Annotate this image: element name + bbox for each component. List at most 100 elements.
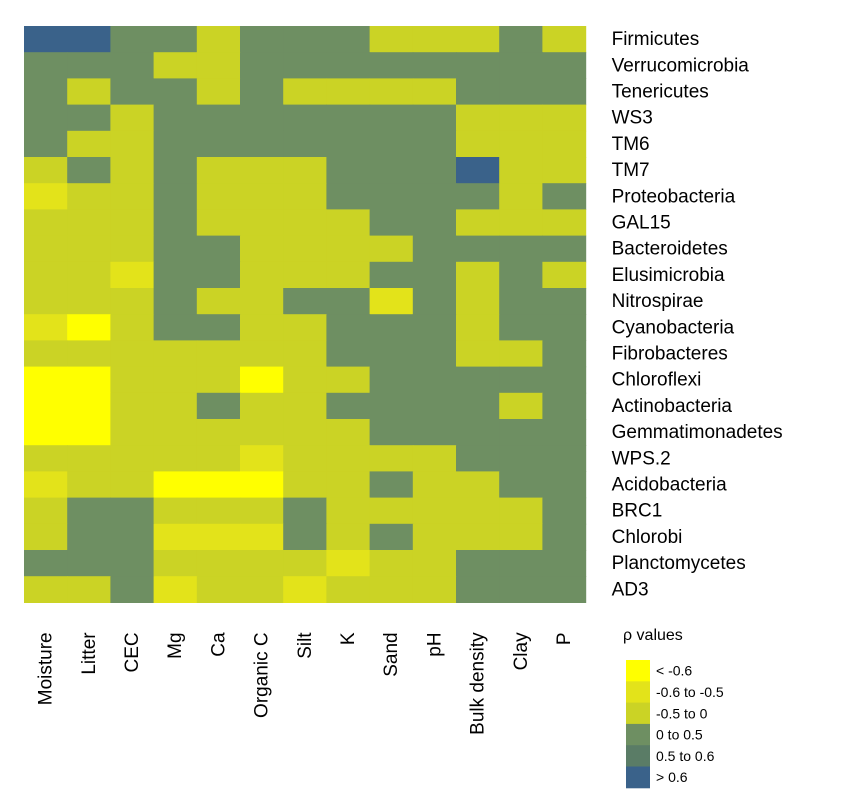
legend-label: 0 to 0.5 xyxy=(656,727,703,743)
heatmap-cell xyxy=(499,52,543,79)
heatmap-cell xyxy=(456,157,500,184)
heatmap-cell xyxy=(499,130,543,158)
column-label: Moisture xyxy=(36,632,57,705)
heatmap-cell xyxy=(542,52,587,79)
legend-swatch xyxy=(626,745,650,767)
heatmap-cell xyxy=(369,183,414,210)
heatmap-cell xyxy=(542,209,587,237)
heatmap-cell xyxy=(456,288,500,315)
heatmap-cell xyxy=(24,157,68,184)
heatmap-cell xyxy=(456,26,500,53)
heatmap-cell xyxy=(542,26,587,53)
heatmap-cell xyxy=(24,419,68,446)
heatmap-cell xyxy=(542,261,587,289)
heatmap-cell xyxy=(110,157,155,184)
heatmap-cell xyxy=(196,419,241,446)
heatmap-cell xyxy=(369,340,414,368)
column-label: Bulk density xyxy=(468,632,489,735)
heatmap-cell xyxy=(153,78,198,106)
legend-label: 0.5 to 0.6 xyxy=(656,748,715,764)
heatmap-cell xyxy=(24,497,68,525)
heatmap-cell xyxy=(153,235,198,263)
heatmap-cell xyxy=(283,392,327,420)
row-label: Tenericutes xyxy=(612,82,709,103)
heatmap-cell xyxy=(499,78,543,106)
heatmap-cell xyxy=(240,523,284,551)
column-label: pH xyxy=(424,632,445,656)
heatmap-cell xyxy=(456,261,500,289)
heatmap-cell xyxy=(110,497,155,525)
heatmap-cell xyxy=(153,288,198,315)
heatmap-cell xyxy=(326,261,371,289)
heatmap-cell xyxy=(499,576,543,603)
heatmap-cell xyxy=(153,576,198,603)
heatmap-cell xyxy=(456,550,500,577)
legend-swatch xyxy=(626,681,650,704)
heatmap-cell xyxy=(326,157,371,184)
heatmap-cell xyxy=(369,445,414,472)
heatmap-cell xyxy=(542,340,587,368)
row-label: Planctomycetes xyxy=(612,553,746,574)
legend-swatch xyxy=(626,702,650,725)
heatmap-cell xyxy=(24,183,68,210)
column-label: K xyxy=(338,632,359,645)
heatmap-cell xyxy=(24,209,68,237)
heatmap-cell xyxy=(326,314,371,341)
heatmap-cell xyxy=(67,392,111,420)
heatmap-cell xyxy=(369,576,414,603)
heatmap-cell xyxy=(499,288,543,315)
heatmap-cell xyxy=(67,209,111,237)
row-label: GAL15 xyxy=(612,213,671,234)
heatmap-cell xyxy=(110,340,155,368)
heatmap-cell xyxy=(24,104,68,132)
heatmap-cell xyxy=(153,104,198,132)
heatmap-cell xyxy=(67,340,111,368)
heatmap-cell xyxy=(196,523,241,551)
heatmap-cell xyxy=(456,314,500,341)
row-label: Fibrobacteres xyxy=(612,344,728,365)
heatmap-cell xyxy=(456,235,500,263)
heatmap-cell xyxy=(369,157,414,184)
heatmap-cell xyxy=(412,261,457,289)
heatmap-cell xyxy=(456,130,500,158)
heatmap-cell xyxy=(369,523,414,551)
heatmap-cell xyxy=(499,26,543,53)
heatmap-cell xyxy=(67,130,111,158)
heatmap-cell xyxy=(499,340,543,368)
legend-label: -0.5 to 0 xyxy=(656,705,708,721)
heatmap-cell xyxy=(240,26,284,53)
legend-items: < -0.6 -0.6 to -0.5 -0.5 to 0 0 to 0.5 0.5 t… xyxy=(626,660,724,789)
heatmap-cell xyxy=(456,445,500,472)
heatmap-cell xyxy=(283,183,327,210)
row-label: Elusimicrobia xyxy=(612,265,725,286)
heatmap-cell xyxy=(499,419,543,446)
column-label: P xyxy=(554,632,575,645)
column-label: Sand xyxy=(381,632,402,676)
heatmap-cell xyxy=(24,340,68,368)
heatmap-cell xyxy=(67,419,111,446)
heatmap-cell xyxy=(110,314,155,341)
heatmap-cell xyxy=(499,497,543,525)
heatmap-cell xyxy=(24,392,68,420)
heatmap-cell xyxy=(24,52,68,79)
heatmap-cell xyxy=(456,52,500,79)
heatmap-cell xyxy=(283,550,327,577)
heatmap-cell xyxy=(67,523,111,551)
heatmap-cell xyxy=(67,288,111,315)
heatmap-cell xyxy=(67,52,111,79)
heatmap-cell xyxy=(412,78,457,106)
heatmap-cell xyxy=(542,550,587,577)
heatmap-cell xyxy=(67,497,111,525)
heatmap-cell xyxy=(153,419,198,446)
heatmap-cell xyxy=(283,471,327,499)
heatmap-cell xyxy=(412,445,457,472)
heatmap-cell xyxy=(153,130,198,158)
legend-label: < -0.6 xyxy=(656,663,692,679)
row-label: AD3 xyxy=(612,579,649,600)
heatmap-cell xyxy=(283,130,327,158)
row-label: Nitrospirae xyxy=(612,291,704,312)
heatmap-cell xyxy=(542,235,587,263)
heatmap-cell xyxy=(283,340,327,368)
heatmap-cell xyxy=(240,340,284,368)
heatmap-cell xyxy=(369,288,414,315)
